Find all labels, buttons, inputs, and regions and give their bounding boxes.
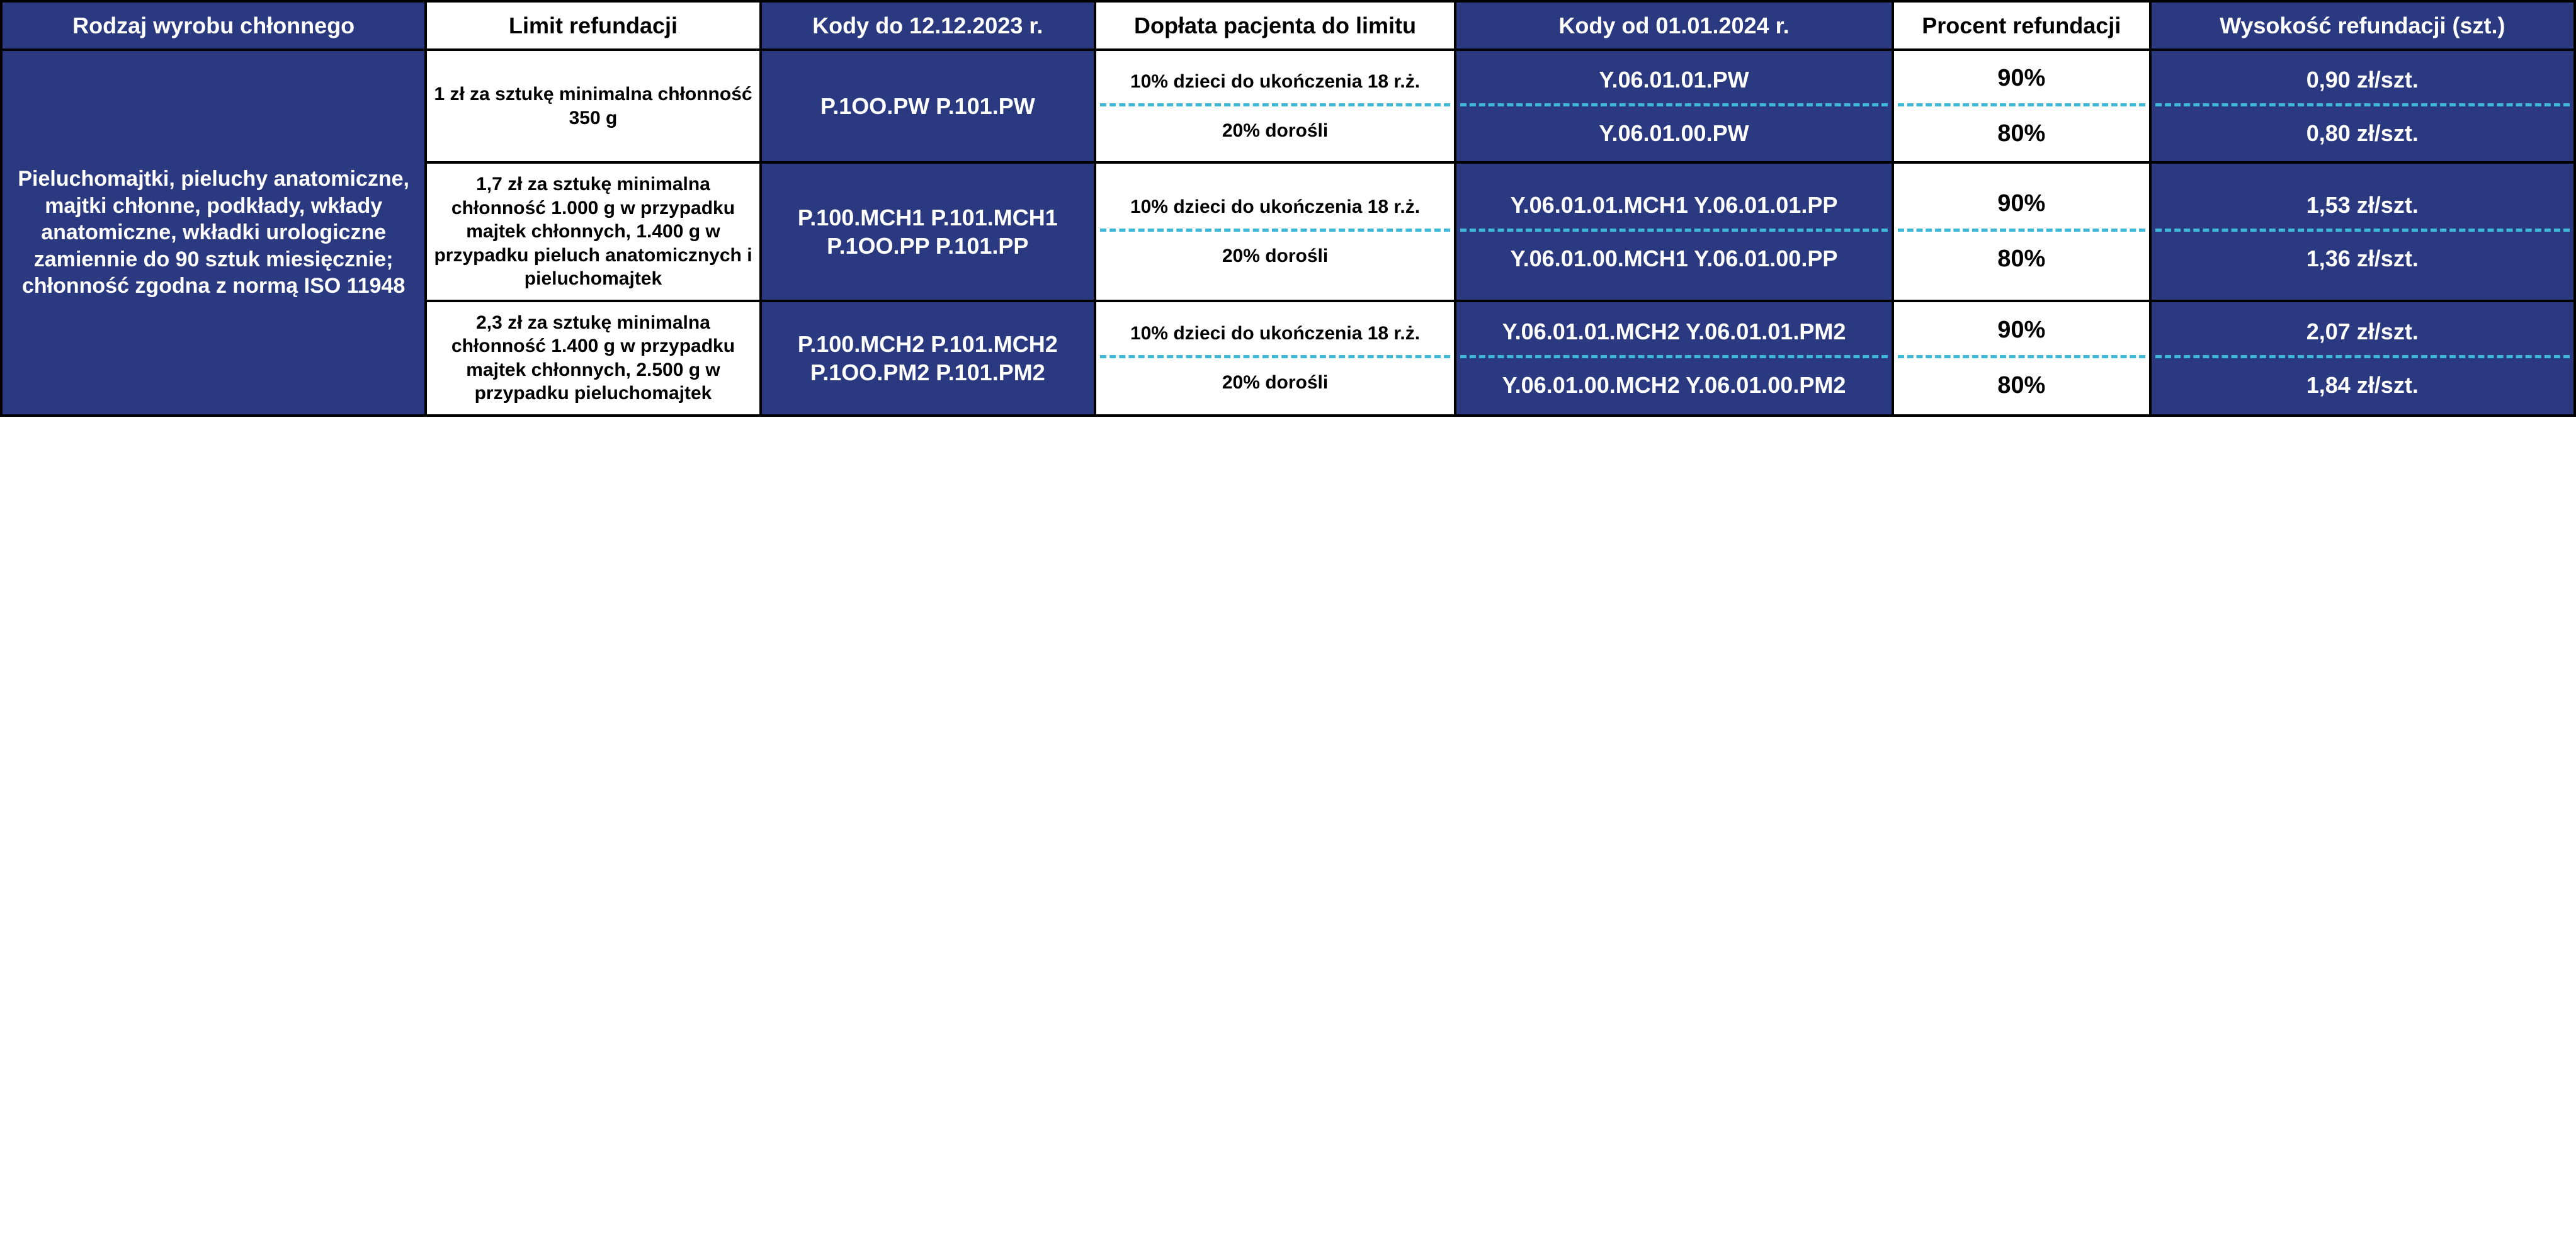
copay-split: 10% dzieci do ukończenia 18 r.ż. 20% dor… — [1095, 50, 1455, 162]
limit-cell: 1,7 zł za sztukę minimalna chłonność 1.0… — [426, 162, 760, 301]
product-type-cell: Pieluchomajtki, pieluchy anatomiczne, ma… — [1, 50, 426, 416]
amt-adult: 1,84 zł/szt. — [2306, 371, 2419, 399]
table-header-row: Rodzaj wyrobu chłonnego Limit refundacji… — [1, 1, 2575, 50]
amt-adult: 0,80 zł/szt. — [2306, 119, 2419, 147]
header-old-codes: Kody do 12.12.2023 r. — [761, 1, 1095, 50]
newcodes-split: Y.06.01.01.MCH1 Y.06.01.01.PP Y.06.01.00… — [1455, 162, 1893, 301]
copay-child: 10% dzieci do ukończenia 18 r.ż. — [1130, 70, 1420, 94]
pct-split: 90% 80% — [1893, 50, 2150, 162]
amt-child: 1,53 zł/szt. — [2306, 191, 2419, 219]
newcodes-adult: Y.06.01.00.MCH1 Y.06.01.00.PP — [1511, 244, 1838, 273]
newcodes-split: Y.06.01.01.PW Y.06.01.00.PW — [1455, 50, 1893, 162]
amt-split: 2,07 zł/szt. 1,84 zł/szt. — [2150, 301, 2575, 416]
pct-adult: 80% — [1997, 371, 2045, 401]
pct-child: 90% — [1997, 64, 2045, 94]
pct-split: 90% 80% — [1893, 301, 2150, 416]
header-percent: Procent refundacji — [1893, 1, 2150, 50]
amt-adult: 1,36 zł/szt. — [2306, 244, 2419, 273]
newcodes-adult: Y.06.01.00.PW — [1599, 119, 1749, 147]
refund-table: Rodzaj wyrobu chłonnego Limit refundacji… — [0, 0, 2576, 417]
newcodes-split: Y.06.01.01.MCH2 Y.06.01.01.PM2 Y.06.01.0… — [1455, 301, 1893, 416]
copay-split: 10% dzieci do ukończenia 18 r.ż. 20% dor… — [1095, 162, 1455, 301]
copay-adult: 20% dorośli — [1222, 119, 1328, 143]
pct-adult: 80% — [1997, 119, 2045, 149]
amt-split: 1,53 zł/szt. 1,36 zł/szt. — [2150, 162, 2575, 301]
header-product-type: Rodzaj wyrobu chłonnego — [1, 1, 426, 50]
copay-adult: 20% dorośli — [1222, 371, 1328, 395]
table-body: Pieluchomajtki, pieluchy anatomiczne, ma… — [1, 50, 2575, 416]
header-new-codes: Kody od 01.01.2024 r. — [1455, 1, 1893, 50]
newcodes-child: Y.06.01.01.MCH1 Y.06.01.01.PP — [1511, 191, 1838, 219]
limit-cell: 1 zł za sztukę minimalna chłonność 350 g — [426, 50, 760, 162]
amt-split: 0,90 zł/szt. 0,80 zł/szt. — [2150, 50, 2575, 162]
pct-adult: 80% — [1997, 244, 2045, 275]
header-amount: Wysokość refundacji (szt.) — [2150, 1, 2575, 50]
table-row: Pieluchomajtki, pieluchy anatomiczne, ma… — [1, 50, 2575, 162]
newcodes-child: Y.06.01.01.MCH2 Y.06.01.01.PM2 — [1502, 317, 1846, 346]
amt-child: 2,07 zł/szt. — [2306, 317, 2419, 346]
old-codes-cell: P.100.MCH1 P.101.MCH1 P.1OO.PP P.101.PP — [761, 162, 1095, 301]
pct-child: 90% — [1997, 315, 2045, 346]
copay-child: 10% dzieci do ukończenia 18 r.ż. — [1130, 322, 1420, 346]
old-codes-cell: P.100.MCH2 P.101.MCH2 P.1OO.PM2 P.101.PM… — [761, 301, 1095, 416]
copay-split: 10% dzieci do ukończenia 18 r.ż. 20% dor… — [1095, 301, 1455, 416]
limit-cell: 2,3 zł za sztukę minimalna chłonność 1.4… — [426, 301, 760, 416]
copay-adult: 20% dorośli — [1222, 244, 1328, 268]
copay-child: 10% dzieci do ukończenia 18 r.ż. — [1130, 195, 1420, 219]
header-limit: Limit refundacji — [426, 1, 760, 50]
amt-child: 0,90 zł/szt. — [2306, 65, 2419, 94]
old-codes-cell: P.1OO.PW P.101.PW — [761, 50, 1095, 162]
pct-split: 90% 80% — [1893, 162, 2150, 301]
newcodes-child: Y.06.01.01.PW — [1599, 65, 1749, 94]
newcodes-adult: Y.06.01.00.MCH2 Y.06.01.00.PM2 — [1502, 371, 1846, 399]
pct-child: 90% — [1997, 189, 2045, 219]
header-copay: Dopłata pacjenta do limitu — [1095, 1, 1455, 50]
